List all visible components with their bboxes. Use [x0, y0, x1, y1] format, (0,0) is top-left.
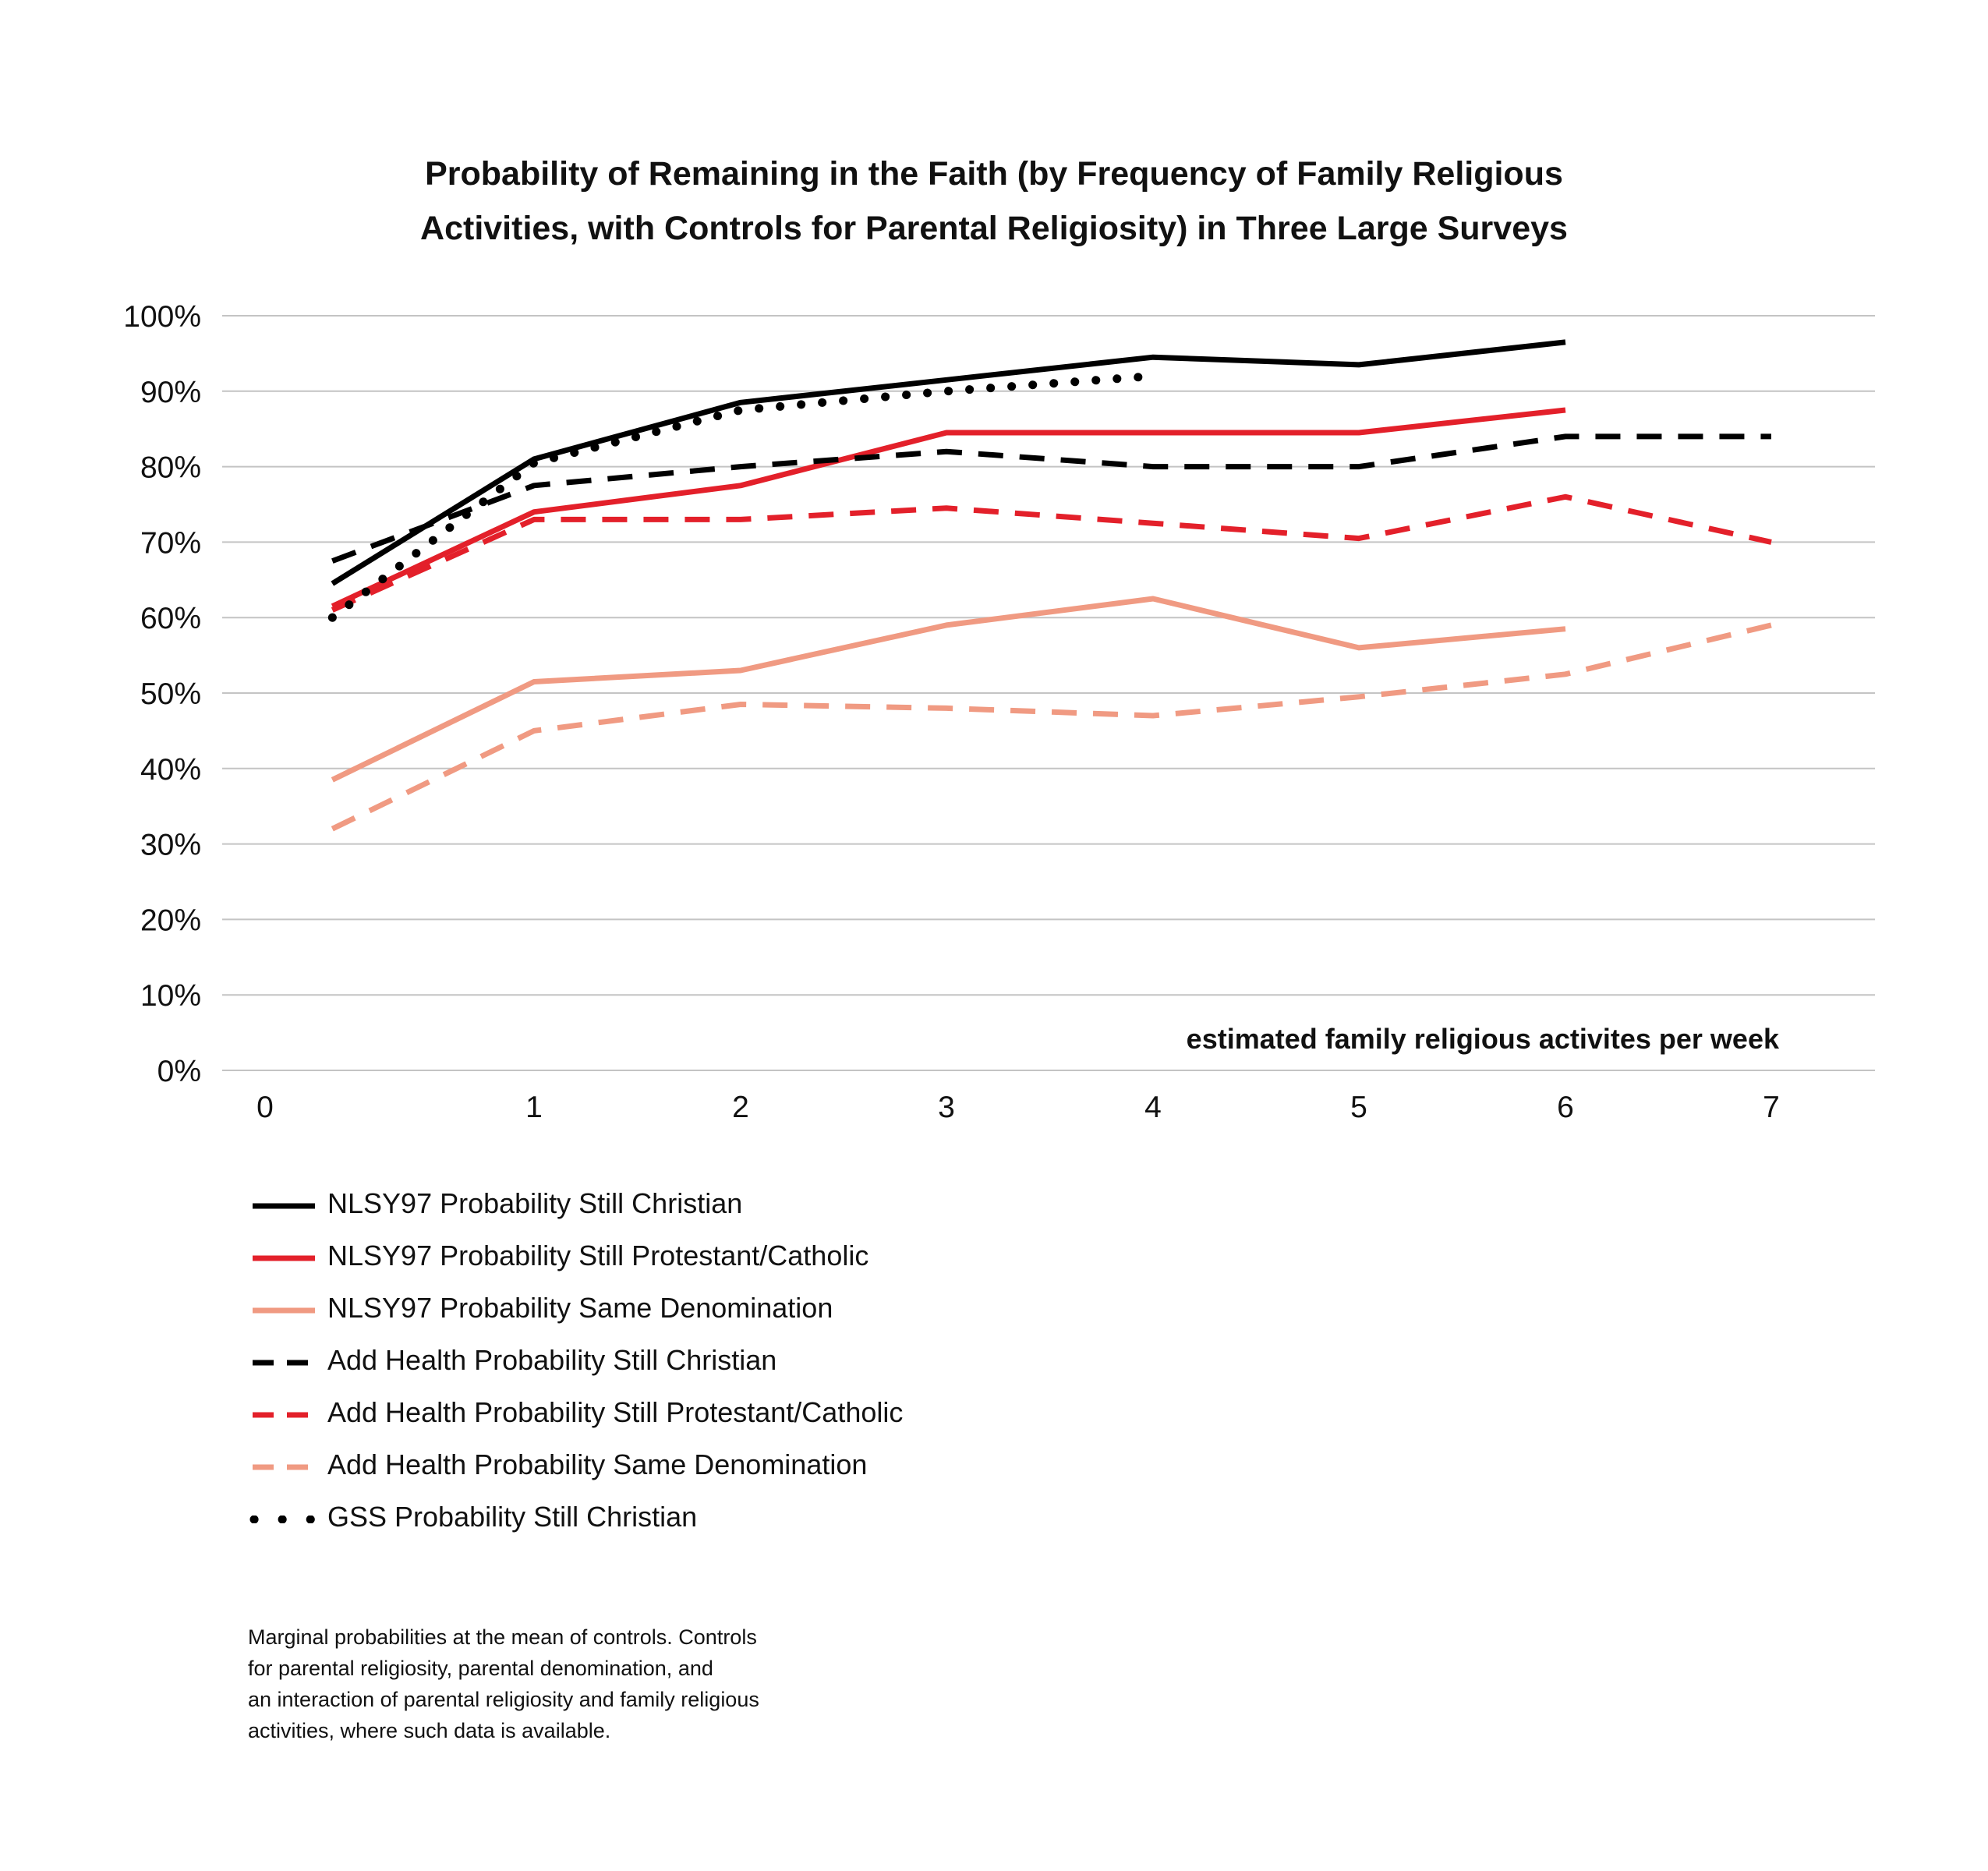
- footnote: Marginal probabilities at the mean of co…: [248, 1622, 950, 1746]
- x-tick-label: 6: [1557, 1091, 1574, 1124]
- series-lines: [327, 339, 1772, 832]
- legend-item: NLSY97 Probability Same Denomination: [249, 1289, 1185, 1342]
- y-tick-label: 60%: [140, 602, 201, 635]
- y-tick-label: 100%: [123, 300, 201, 334]
- chart-title-line-2: Activities, with Controls for Parental R…: [420, 210, 1568, 247]
- series-line-3: [331, 596, 1566, 783]
- series-line-5: [331, 493, 1772, 613]
- y-tick-label: 90%: [140, 376, 201, 409]
- legend-item: GSS Probability Still Christian: [249, 1498, 1185, 1551]
- legend-swatch: [253, 1360, 315, 1366]
- footnote-line-1: Marginal probabilities at the mean of co…: [248, 1625, 757, 1649]
- legend-swatch: [253, 1255, 315, 1261]
- line-chart: 0% 10% 20% 30% 40% 50% 60% 70% 80% 90% 100% 0 1 2 3 4 5…: [123, 300, 1875, 1124]
- footnote-line-2: for parental religiosity, parental denom…: [248, 1657, 713, 1680]
- gridlines: [222, 315, 1875, 1071]
- y-tick-label: 30%: [140, 829, 201, 862]
- x-tick-label: 5: [1350, 1091, 1367, 1124]
- y-tick-label: 10%: [140, 979, 201, 1013]
- legend-swatch: [253, 1464, 315, 1470]
- legend-label: NLSY97 Probability Same Denomination: [327, 1292, 833, 1324]
- x-tick-label: 1: [525, 1091, 543, 1124]
- legend-item: NLSY97 Probability Still Christian: [249, 1185, 1185, 1237]
- y-tick-label: 50%: [140, 677, 201, 711]
- series-line-6: [331, 622, 1772, 832]
- y-tick-label: 40%: [140, 753, 201, 787]
- y-tick-label: 20%: [140, 904, 201, 937]
- series-line-1: [331, 339, 1566, 586]
- x-tick-label: 7: [1763, 1091, 1780, 1124]
- x-axis-ticks: 0 1 2 3 4 5 6 7: [256, 1091, 1780, 1124]
- legend-label: Add Health Probability Same Denomination: [327, 1448, 868, 1480]
- y-tick-label: 70%: [140, 526, 201, 560]
- legend-item: Add Health Probability Still Protestant/…: [249, 1394, 1185, 1446]
- series-line-2: [331, 407, 1566, 609]
- legend-label: NLSY97 Probability Still Protestant/Cath…: [327, 1240, 869, 1272]
- legend-item: Add Health Probability Still Christian: [249, 1342, 1185, 1394]
- legend-label: Add Health Probability Still Protestant/…: [327, 1396, 904, 1428]
- legend-label: GSS Probability Still Christian: [327, 1501, 698, 1533]
- legend-swatch: [253, 1307, 315, 1314]
- x-tick-label: 3: [938, 1091, 955, 1124]
- legend-swatch: [253, 1203, 315, 1209]
- x-tick-label: 4: [1144, 1091, 1162, 1124]
- legend-label: Add Health Probability Still Christian: [327, 1344, 777, 1376]
- series-line-4: [331, 433, 1771, 564]
- y-axis-ticks: 0% 10% 20% 30% 40% 50% 60% 70% 80% 90% 100%: [123, 300, 201, 1088]
- legend-item: Add Health Probability Same Denomination: [249, 1446, 1185, 1498]
- y-tick-label: 80%: [140, 451, 201, 485]
- x-tick-label: 0: [256, 1091, 274, 1124]
- x-tick-label: 2: [732, 1091, 749, 1124]
- legend-swatch: [253, 1412, 315, 1418]
- series-line-7: [327, 371, 1158, 622]
- x-axis-label: estimated family religious activites per…: [1187, 1023, 1780, 1055]
- legend-label: NLSY97 Probability Still Christian: [327, 1187, 743, 1219]
- y-tick-label: 0%: [157, 1055, 201, 1088]
- footnote-line-3: an interaction of parental religiosity a…: [248, 1688, 759, 1711]
- legend-swatch: [249, 1516, 318, 1523]
- chart-title: Probability of Remaining in the Faith (b…: [0, 147, 1988, 256]
- legend-item: NLSY97 Probability Still Protestant/Cath…: [249, 1237, 1185, 1289]
- chart-title-line-1: Probability of Remaining in the Faith (b…: [425, 155, 1563, 193]
- footnote-line-4: activities, where such data is available…: [248, 1719, 611, 1742]
